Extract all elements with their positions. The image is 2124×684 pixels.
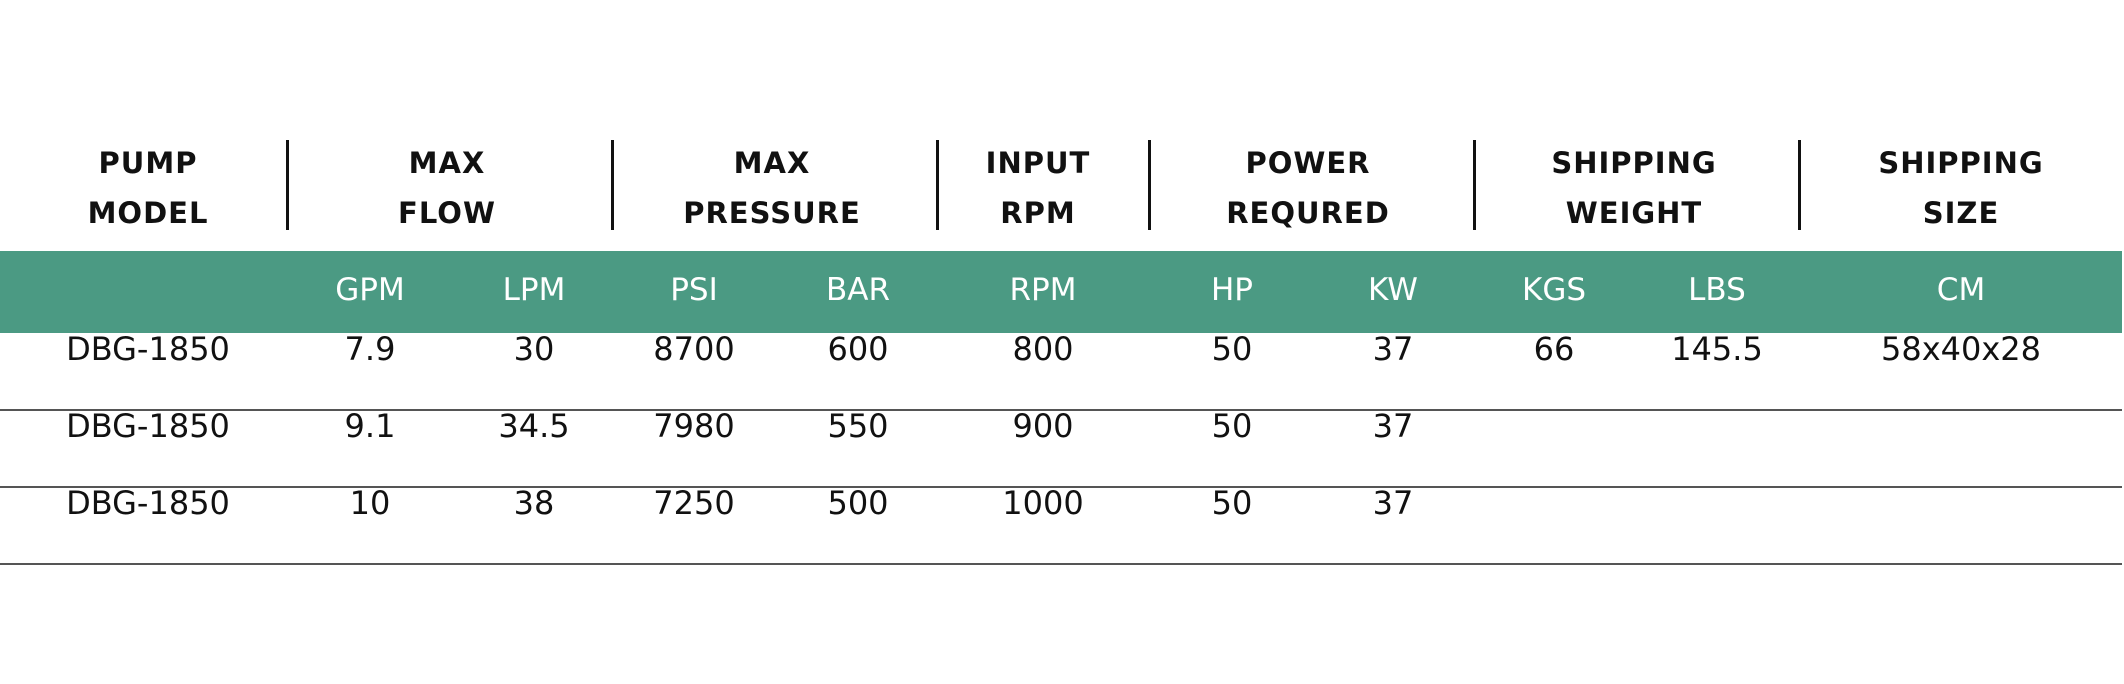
column-group-header: POWER REQURED: [1226, 138, 1390, 238]
unit-label: KGS: [1521, 272, 1587, 308]
table-cell: 9.1: [344, 407, 396, 445]
column-divider: [286, 140, 289, 230]
header-line2: PRESSURE: [683, 196, 861, 230]
table-cell: 7980: [653, 407, 735, 445]
column-divider: [1148, 140, 1151, 230]
table-cell: 37: [1372, 407, 1414, 445]
unit-label: GPM: [335, 272, 405, 308]
column-divider: [1798, 140, 1801, 230]
header-line1: PUMP: [98, 146, 198, 180]
row-divider: [0, 563, 2122, 565]
units-band: [0, 251, 2122, 333]
column-group-header: SHIPPING SIZE: [1878, 138, 2043, 238]
header-line1: POWER: [1245, 146, 1371, 180]
table-cell: 8700: [653, 330, 735, 368]
table-cell: 1000: [1002, 484, 1084, 522]
row-divider: [0, 409, 2122, 411]
unit-label: LBS: [1688, 272, 1746, 308]
table-cell: 800: [1012, 330, 1074, 368]
table-cell: 900: [1012, 407, 1074, 445]
table-cell: 10: [349, 484, 391, 522]
header-line1: SHIPPING: [1551, 146, 1717, 180]
table-cell: DBG-1850: [66, 407, 230, 445]
unit-label: HP: [1210, 272, 1254, 308]
table-cell: 30: [513, 330, 555, 368]
unit-label: PSI: [670, 272, 718, 308]
header-line2: RPM: [1000, 196, 1076, 230]
table-cell: 34.5: [498, 407, 570, 445]
table-cell: 50: [1211, 484, 1253, 522]
table-cell: 500: [827, 484, 889, 522]
unit-label: LPM: [502, 272, 566, 308]
table-cell: 7250: [653, 484, 735, 522]
table-cell: DBG-1850: [66, 330, 230, 368]
column-divider: [1473, 140, 1476, 230]
table-cell: 50: [1211, 330, 1253, 368]
header-line1: SHIPPING: [1878, 146, 2044, 180]
header-line1: INPUT: [985, 146, 1091, 180]
table-cell: DBG-1850: [66, 484, 230, 522]
header-line1: MAX: [408, 146, 486, 180]
unit-label: BAR: [825, 272, 891, 308]
header-line2: MODEL: [87, 196, 209, 230]
header-line2: WEIGHT: [1565, 196, 1703, 230]
row-divider: [0, 486, 2122, 488]
column-group-header: MAX FLOW: [398, 138, 496, 238]
table-cell: 37: [1372, 484, 1414, 522]
column-group-header: SHIPPING WEIGHT: [1551, 138, 1716, 238]
header-line2: SIZE: [1922, 196, 2000, 230]
table-cell: 58x40x28: [1880, 330, 2042, 368]
column-group-header: MAX PRESSURE: [683, 138, 861, 238]
header-line1: MAX: [733, 146, 811, 180]
unit-label: CM: [1936, 272, 1986, 308]
table-cell: 37: [1372, 330, 1414, 368]
column-group-header: PUMP MODEL: [88, 138, 209, 238]
column-divider: [611, 140, 614, 230]
table-cell: 50: [1211, 407, 1253, 445]
table-cell: 145.5: [1671, 330, 1763, 368]
unit-label: RPM: [1009, 272, 1077, 308]
unit-label: KW: [1368, 272, 1418, 308]
header-line2: REQURED: [1226, 196, 1390, 230]
table-cell: 38: [513, 484, 555, 522]
table-cell: 66: [1533, 330, 1575, 368]
column-group-header: INPUT RPM: [986, 138, 1091, 238]
header-line2: FLOW: [398, 196, 496, 230]
table-cell: 600: [827, 330, 889, 368]
table-cell: 7.9: [344, 330, 396, 368]
table-cell: 550: [827, 407, 889, 445]
column-divider: [936, 140, 939, 230]
